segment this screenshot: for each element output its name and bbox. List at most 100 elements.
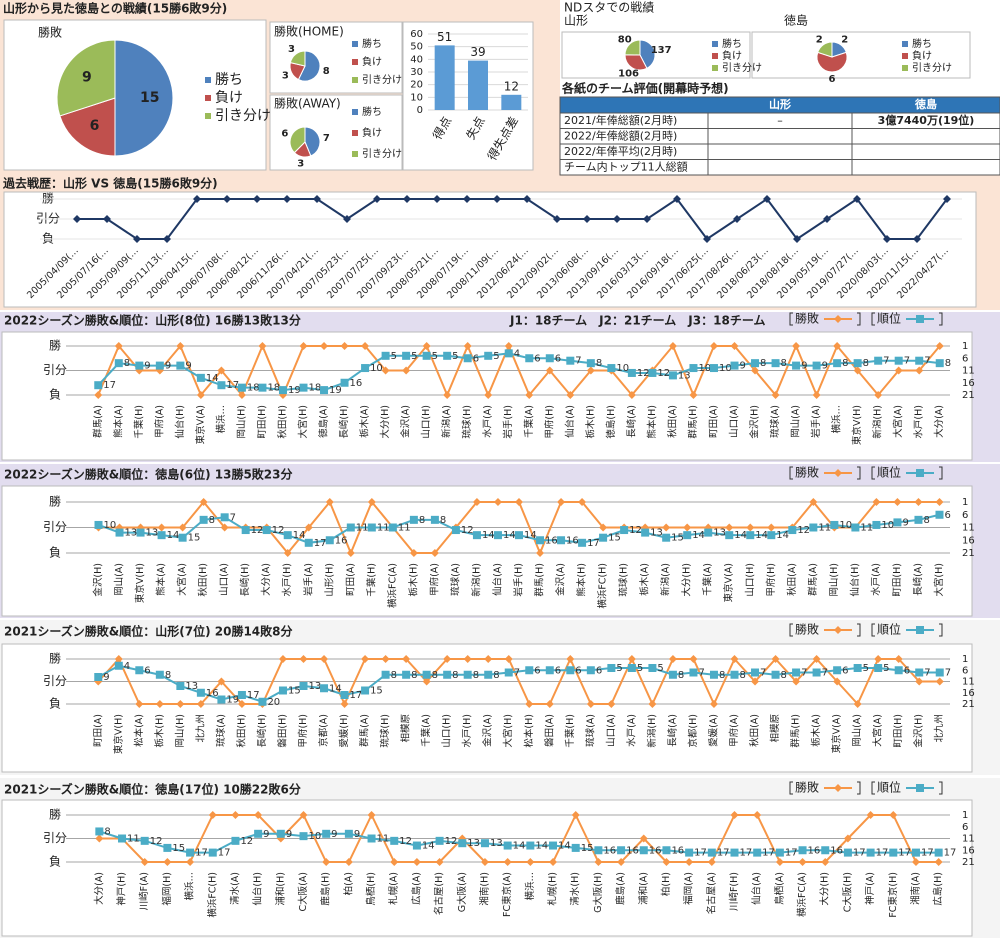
marker: [911, 848, 920, 857]
marker: [689, 655, 698, 663]
y2-tick-label: 6: [962, 510, 968, 521]
x-tick-label: 千葉(H): [564, 714, 576, 748]
marker: [525, 666, 534, 675]
x-tick-label: 横浜…: [831, 405, 843, 434]
marker: [889, 848, 898, 857]
y-tick-label: 負: [49, 388, 61, 402]
data-label: 15: [608, 533, 621, 544]
slice-label: 6: [281, 129, 288, 140]
marker: [617, 858, 626, 866]
x-tick-label: 大分(H): [819, 872, 831, 906]
marker: [586, 700, 595, 708]
data-label: 16: [335, 535, 348, 546]
table-title: 各紙のチーム評価(開幕時予想): [561, 81, 729, 96]
y-tick-label: 勝: [49, 338, 61, 353]
marker: [751, 668, 760, 677]
data-label: 16: [671, 845, 684, 856]
marker: [340, 378, 349, 387]
marker: [662, 523, 671, 532]
y-tick-label: 負: [49, 697, 61, 711]
data-label: 6: [555, 353, 561, 364]
marker: [135, 666, 144, 675]
marker: [935, 498, 944, 506]
marker: [155, 700, 164, 708]
marker: [525, 700, 534, 708]
marker: [367, 498, 376, 506]
table-value: 3億7440万(19位): [878, 113, 975, 127]
marker: [571, 843, 580, 852]
x-tick-label: 熊本(H): [646, 405, 658, 439]
x-tick-label: 秋田(H): [197, 563, 209, 597]
legend-swatch: [205, 77, 211, 83]
y-tick-label: 20: [410, 80, 423, 91]
data-label: 13: [490, 838, 503, 849]
marker: [313, 195, 321, 203]
x-tick-label: 札幌(A): [388, 872, 400, 905]
x-tick-label: 仙台(H): [174, 405, 186, 439]
marker: [304, 523, 313, 532]
marker: [463, 655, 472, 663]
marker: [683, 531, 692, 540]
x-tick-label: 東京V(H): [851, 405, 863, 445]
x-tick-label: 名古屋(H): [433, 872, 445, 915]
x-tick-label: 町田(A): [345, 563, 356, 596]
marker: [545, 354, 554, 363]
marker: [422, 351, 431, 360]
data-label: 14: [513, 841, 526, 852]
marker: [320, 342, 329, 350]
marker: [525, 391, 534, 399]
marker: [73, 215, 81, 223]
data-label: 17: [103, 380, 116, 391]
data-label: 11: [356, 523, 369, 534]
marker: [176, 682, 185, 690]
data-label: 16: [808, 845, 821, 856]
marker: [545, 666, 554, 675]
marker: [381, 351, 390, 360]
legend-label: 勝敗: [795, 622, 819, 637]
marker: [934, 858, 943, 866]
data-label: 8: [411, 670, 417, 681]
marker: [320, 655, 329, 663]
y2-tick-label: 6: [962, 665, 968, 676]
marker: [237, 700, 246, 708]
x-tick-label: 群馬(H): [687, 405, 699, 439]
x-tick-label: 山口(H): [421, 405, 432, 439]
marker: [893, 518, 902, 527]
marker: [186, 858, 195, 866]
marker: [178, 533, 187, 542]
y-tick-label: 10: [410, 92, 423, 103]
data-label: 15: [288, 686, 301, 697]
data-label: 10: [719, 363, 732, 374]
x-tick-label: 甲府(H): [765, 563, 777, 597]
x-tick-label: 秋田(A): [749, 714, 761, 747]
data-label: 8: [719, 670, 725, 681]
legend-swatch: [712, 65, 718, 71]
pie-slice: [114, 39, 174, 157]
marker: [685, 848, 694, 857]
marker: [833, 359, 842, 368]
marker: [853, 664, 862, 672]
data-label: 15: [581, 843, 594, 854]
marker: [812, 655, 821, 663]
marker: [668, 342, 677, 350]
marker: [484, 670, 493, 679]
marker: [320, 684, 329, 693]
data-label: 8: [863, 358, 869, 369]
marker: [320, 386, 329, 395]
data-label: 17: [587, 538, 600, 549]
y2-tick-label: 21: [962, 548, 975, 559]
marker: [668, 655, 677, 663]
x-tick-label: 秋田(A): [786, 563, 798, 596]
marker: [140, 836, 149, 845]
legend-label: 勝敗: [795, 311, 819, 326]
legend-label: 順位: [877, 465, 901, 480]
marker: [325, 536, 334, 545]
data-label: 7: [514, 668, 520, 679]
marker: [322, 829, 331, 838]
marker: [753, 811, 762, 819]
marker: [689, 668, 698, 677]
x-tick-label: 大宮(A): [176, 563, 188, 596]
x-tick-label: 東京V(H): [112, 714, 124, 754]
y2-tick-label: 11: [962, 523, 975, 534]
slice-label: 6: [90, 118, 100, 134]
